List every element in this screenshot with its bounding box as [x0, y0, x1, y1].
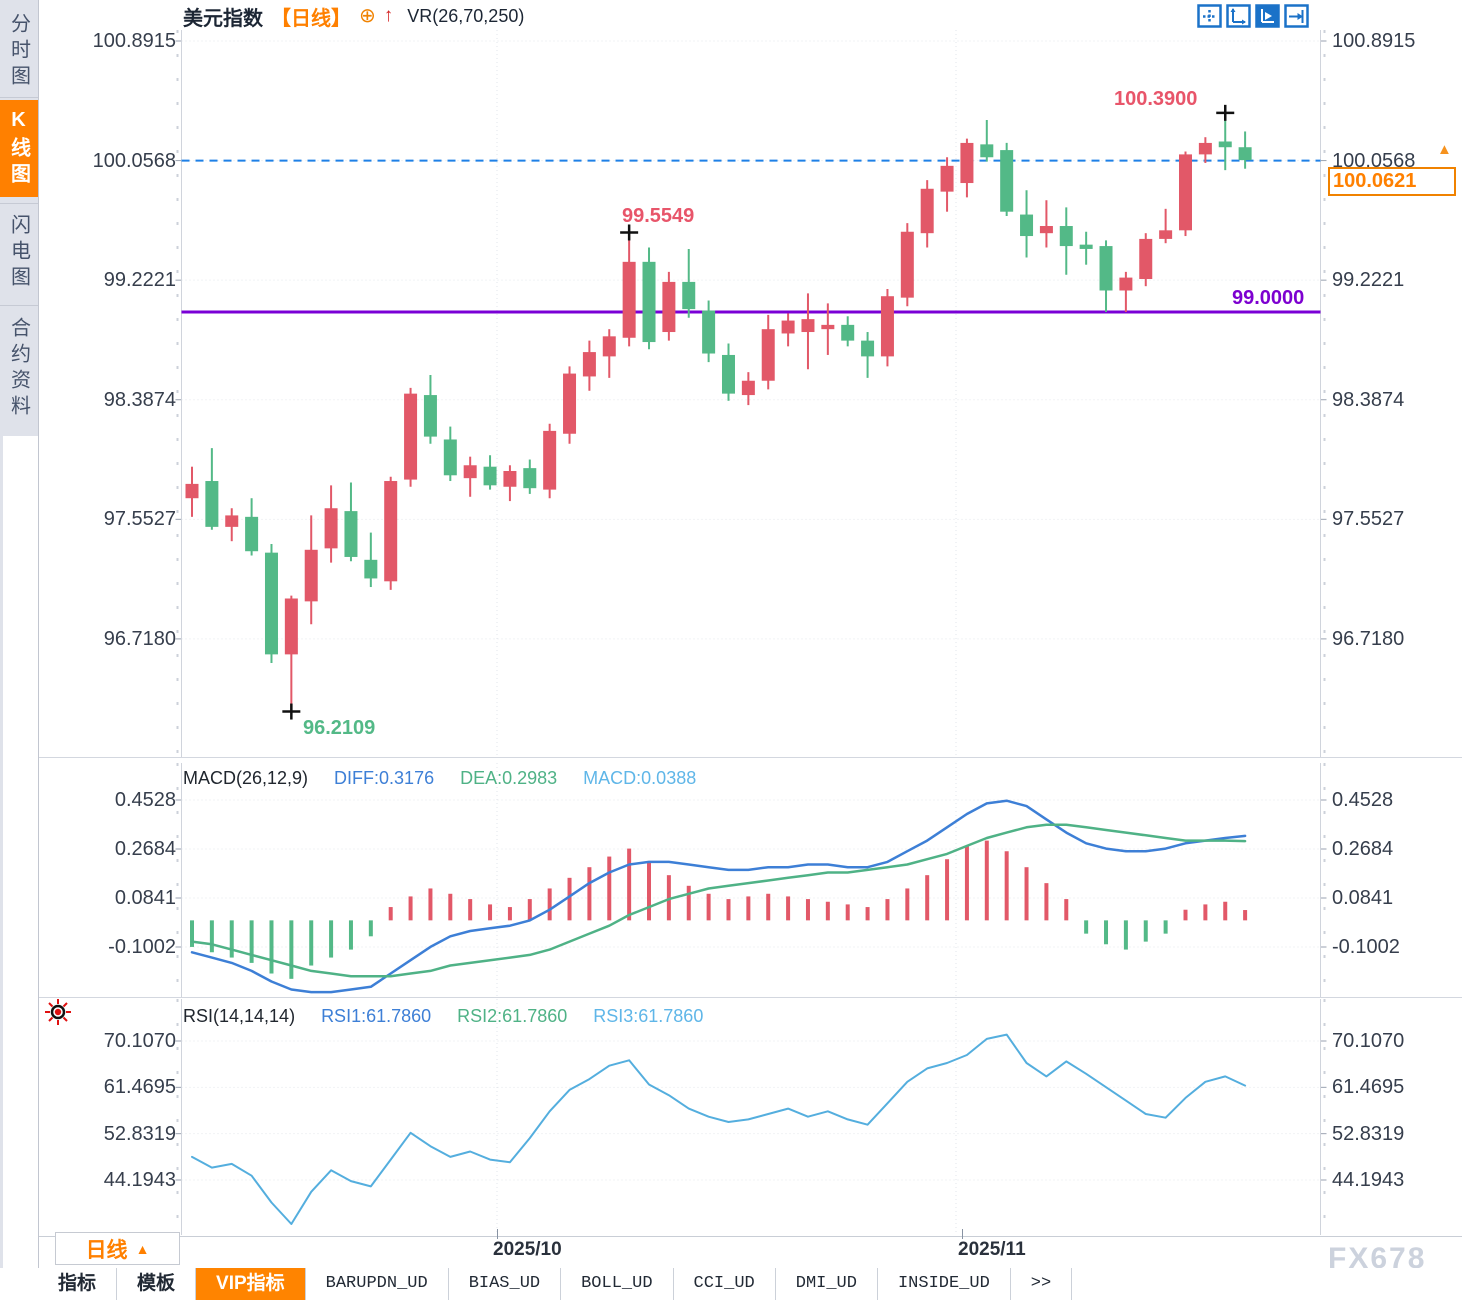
- rsi2-value: RSI2:61.7860: [457, 1006, 568, 1026]
- axis-tick-label: 100.8915: [1332, 30, 1416, 52]
- axis-tick-label: 0.4528: [1332, 789, 1394, 811]
- indicator-tab-9[interactable]: INSIDE_UD: [878, 1268, 1011, 1300]
- sidebar-item-2[interactable]: K线图: [0, 100, 38, 197]
- indicator-tab-3[interactable]: VIP指标: [196, 1268, 306, 1300]
- candlestick-chart[interactable]: [172, 30, 1332, 757]
- indicator-tab-10[interactable]: >>: [1011, 1268, 1073, 1300]
- axis-tick-label: -0.1002: [108, 935, 176, 958]
- axis-tick-label: 52.8319: [1332, 1122, 1405, 1145]
- period-tag[interactable]: 【日线】: [271, 7, 351, 30]
- axis-tick-label: 100.0568: [92, 149, 176, 172]
- axis-tick-label: 0.4528: [114, 789, 176, 811]
- x-axis-tick: [497, 1229, 498, 1239]
- x-axis-label: 2025/10: [493, 1239, 562, 1260]
- price-up-triangle-icon: ▲: [1437, 141, 1452, 158]
- macd-chart[interactable]: [172, 763, 1332, 997]
- axis-tick-label: 98.3874: [1332, 388, 1405, 411]
- indicator-tab-7[interactable]: CCI_UD: [674, 1268, 776, 1300]
- axis-range-tool-button[interactable]: [1226, 4, 1251, 28]
- axis-tick-label: 100.0568: [1332, 149, 1416, 172]
- sidebar-item-4[interactable]: 合约资料: [7, 317, 30, 421]
- x-axis-label: 2025/11: [958, 1239, 1026, 1260]
- last-price-tag: 100.0621: [1328, 167, 1456, 196]
- axis-tick-label: 61.4695: [103, 1076, 176, 1099]
- chart-header: 美元指数 【日线】 ⊕ ↑ VR(26,70,250): [183, 2, 524, 30]
- high-price-annotation: 100.3900: [1114, 88, 1198, 110]
- indicator-tab-8[interactable]: DMI_UD: [776, 1268, 878, 1300]
- low-price-annotation: 96.2109: [303, 717, 376, 739]
- indicator-tab-2[interactable]: 模板: [117, 1268, 197, 1300]
- axis-tick-label: 0.2684: [1332, 838, 1394, 860]
- x-axis-strip: [38, 1236, 1462, 1269]
- indicator-tab-4[interactable]: BARUPDN_UD: [306, 1268, 449, 1300]
- sidebar: 分时图 K线图闪电图合约资料: [0, 0, 39, 1268]
- axis-tick-label: 98.3874: [103, 388, 176, 411]
- axis-tick-label: 44.1943: [1332, 1169, 1405, 1191]
- timeframe-arrow-icon: ▲: [135, 1240, 150, 1257]
- up-arrow-icon: ↑: [383, 5, 394, 26]
- chart-toolbar: [1197, 4, 1309, 28]
- crosshair-tool-button[interactable]: [1197, 4, 1222, 28]
- panel-divider: [38, 997, 1462, 998]
- sidebar-item-1[interactable]: 分时图: [7, 13, 30, 91]
- axis-track-tool-button[interactable]: [1255, 4, 1280, 28]
- timeframe-selector[interactable]: 日线 ▲: [55, 1232, 180, 1265]
- overlay-indicator-label[interactable]: VR(26,70,250): [407, 5, 525, 26]
- x-axis-tick: [962, 1229, 963, 1239]
- axis-tick-label: 61.4695: [1332, 1076, 1405, 1099]
- sidebar-divider: [0, 203, 38, 204]
- support-line-label: 99.0000: [1232, 287, 1305, 309]
- axis-tick-label: 99.2221: [1332, 269, 1405, 292]
- timeframe-label: 日线: [85, 1238, 128, 1262]
- rsi1-value: RSI1:61.7860: [321, 1006, 432, 1026]
- indicator-tab-5[interactable]: BIAS_UD: [449, 1268, 562, 1300]
- sidebar-divider: [0, 305, 38, 306]
- rsi3-value: RSI3:61.7860: [593, 1006, 704, 1026]
- rsi-title[interactable]: RSI(14,14,14): [183, 1006, 296, 1026]
- axis-tick-label: 44.1943: [103, 1169, 176, 1191]
- axis-tick-label: 70.1070: [1332, 1030, 1405, 1052]
- indicator-tab-bar: 指标 模板 VIP指标 BARUPDN_UD BIAS_UD BOLL_UD CCI_UD D…: [38, 1268, 1462, 1300]
- rsi-header: RSI(14,14,14) RSI1:61.7860 RSI2:61.7860 …: [183, 1006, 703, 1027]
- axis-tick-label: 100.8915: [92, 30, 176, 52]
- macd-diff-value: DIFF:0.3176: [334, 768, 435, 788]
- macd-title[interactable]: MACD(26,12,9): [183, 768, 309, 788]
- axis-tick-label: 97.5527: [103, 508, 176, 531]
- macd-header: MACD(26,12,9) DIFF:0.3176 DEA:0.2983 MAC…: [183, 768, 696, 789]
- axis-tick-label: 0.0841: [114, 887, 176, 909]
- indicator-tab-6[interactable]: BOLL_UD: [561, 1268, 674, 1300]
- swing-high-annotation: 99.5549: [622, 205, 695, 227]
- indicator-tab-1[interactable]: 指标: [38, 1268, 118, 1300]
- pan-right-tool-button[interactable]: [1284, 4, 1309, 28]
- axis-tick-label: 52.8319: [103, 1122, 176, 1145]
- add-indicator-icon[interactable]: ⊕: [359, 5, 376, 27]
- panel-divider: [38, 757, 1462, 758]
- symbol-title: 美元指数: [183, 7, 263, 30]
- sidebar-divider: [0, 97, 38, 98]
- axis-tick-label: 70.1070: [103, 1030, 176, 1052]
- macd-hist-value: MACD:0.0388: [583, 768, 697, 788]
- rsi-chart[interactable]: [172, 999, 1332, 1235]
- axis-tick-label: 96.7180: [103, 627, 176, 650]
- sidebar-lower-panel: [3, 436, 38, 1268]
- axis-tick-label: 0.2684: [114, 838, 176, 860]
- axis-tick-label: -0.1002: [1332, 935, 1400, 958]
- sidebar-item-3[interactable]: 闪电图: [7, 214, 30, 292]
- axis-tick-label: 96.7180: [1332, 627, 1405, 650]
- axis-tick-label: 0.0841: [1332, 887, 1394, 909]
- axis-tick-label: 99.2221: [103, 269, 176, 292]
- indicator-settings-icon[interactable]: [44, 998, 72, 1026]
- macd-dea-value: DEA:0.2983: [460, 768, 558, 788]
- axis-tick-label: 97.5527: [1332, 508, 1405, 531]
